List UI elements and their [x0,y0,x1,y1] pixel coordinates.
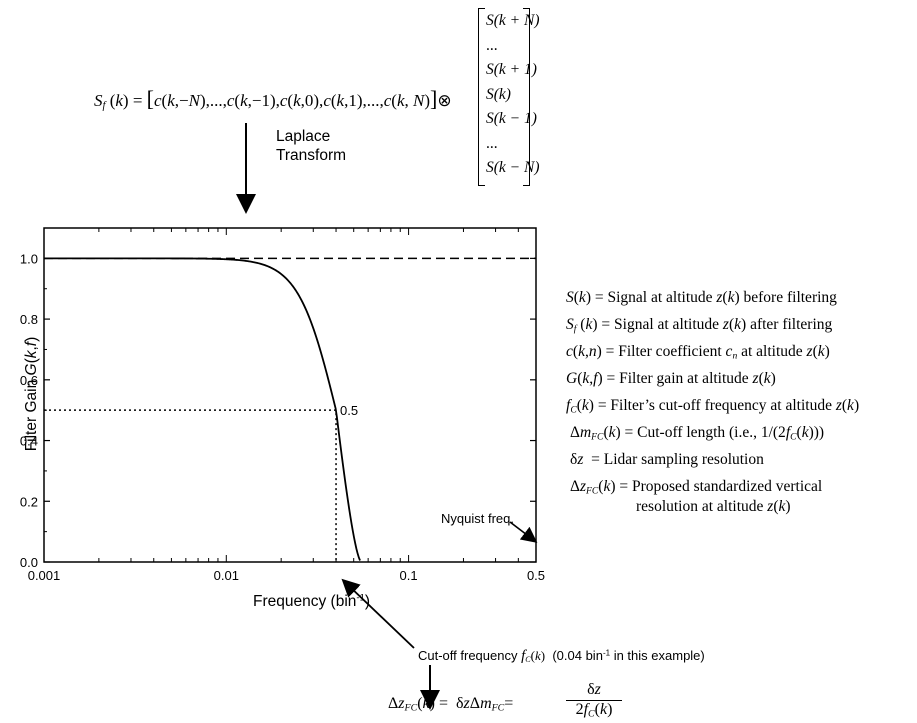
filter-gain-curve [43,257,361,561]
cutoff-dotted-guide [44,409,337,562]
y-tick-label: 0.2 [20,494,38,509]
x-tick-label: 0.5 [527,568,545,583]
column-vector-cell: S(k) [486,85,511,103]
y-tick-label: 0.4 [20,434,38,449]
y-tick-label: 0.6 [20,373,38,388]
x-axis-label: Frequency (bin-1) [253,592,371,610]
legend-item-g: G(k,f) = Filter gain at altitude z(k) [566,370,776,387]
column-vector-cell: S(k + N) [486,12,540,29]
legend-item-fc: fC(k) = Filter’s cut-off frequency at al… [566,397,860,416]
y-tick-label: 0.8 [20,312,38,327]
column-vector: S(k + N)... S(k + 1) S(k) S(k − 1)... S(k − … [478,8,540,186]
cutoff-arrow [341,578,415,649]
legend-item-s: S(k) = Signal at altitude z(k) before fi… [566,289,837,306]
column-vector-cell: S(k − 1) [486,110,537,127]
legend-item-dm: ΔmFC(k) = Cut-off length (i.e., 1/(2fC(k… [570,424,825,443]
laplace-label: Laplace Transform [276,127,346,165]
nyquist-label: Nyquist freq. [441,511,514,526]
legend-item-dzfc-cont: resolution at altitude z(k) [636,498,791,515]
nyquist-arrow [509,521,538,543]
legend-item-dzfc: ΔzFC(k) = Proposed standardized vertical [570,478,823,497]
column-vector-cell: S(k + 1) [486,61,537,78]
laplace-word: Laplace [276,128,331,145]
half-gain-label: 0.5 [340,403,358,418]
legend-item-sf: Sf (k) = Signal at altitude z(k) after f… [566,316,833,335]
x-tick-label: 0.001 [28,568,61,583]
cutoff-label: Cut-off frequency fC(k) (0.04 bin-1 in t… [418,648,705,664]
y-axis-label: Filter Gain G(k,f) [23,336,40,452]
column-vector-cell: S(k − N) [486,159,540,176]
bottom-equation: ΔzFC(k) = δzΔmFC= [388,695,514,714]
x-tick-label: 0.1 [400,568,418,583]
transform-word: Transform [276,147,347,164]
plot-frame [43,227,537,563]
column-vector-cell: ... [486,134,498,152]
bottom-fraction: δz 2fC(k) [566,681,622,719]
top-equation: Sf (k) = [c(k,−N),...,c(k,−1),c(k,0),c(k… [94,86,452,112]
y-tick-label: 0.0 [20,555,38,570]
legend-item-c: c(k,n) = Filter coefficient cn at altitu… [566,343,830,362]
column-vector-cell: ... [486,36,498,54]
legend-item-dz: δz = Lidar sampling resolution [570,451,764,468]
x-tick-label: 0.01 [214,568,239,583]
y-tick-label: 1.0 [20,251,38,266]
